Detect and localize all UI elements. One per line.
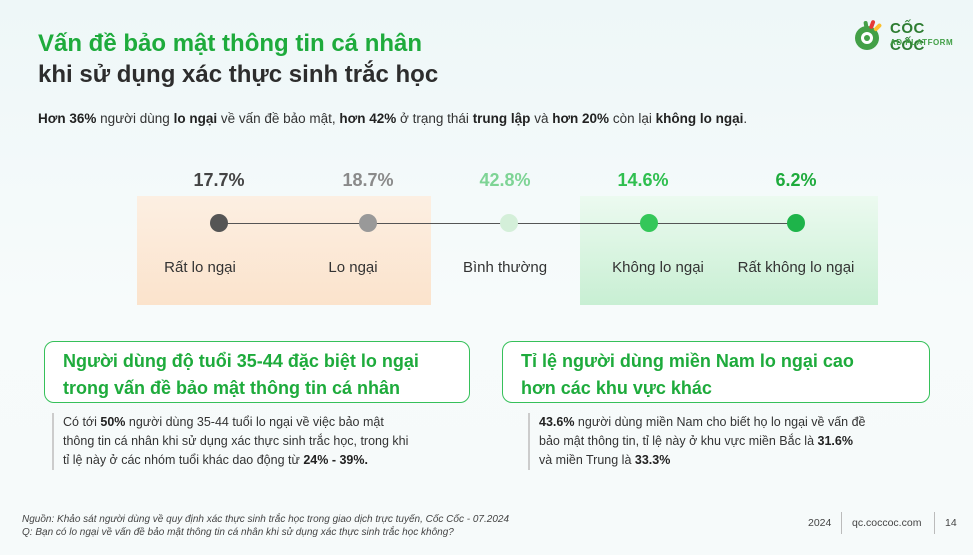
note-text: người dùng 35-44 tuổi lo ngại về việc bả… — [125, 415, 384, 429]
card-title-line: Người dùng độ tuổi 35-44 đặc biệt lo ngạ… — [63, 351, 419, 371]
note-text: bảo mật thông tin, tỉ lệ này ở khu vực m… — [539, 434, 818, 448]
insight-note-age: Có tới 50% người dùng 35-44 tuổi lo ngại… — [52, 413, 463, 470]
scale-label-not-concerned: Không lo ngại — [612, 259, 704, 276]
coccoc-logo-icon — [855, 20, 882, 50]
summary-part: người dùng — [96, 111, 174, 126]
scale-dot-very-concerned — [210, 214, 228, 232]
note-highlight: 43.6% — [539, 415, 575, 429]
scale-dot-not-concerned — [640, 214, 658, 232]
scale-dot-neutral — [500, 214, 518, 232]
concerned-highlight — [137, 196, 431, 305]
footer-year: 2024 — [808, 517, 832, 529]
logo-name: CỐC CỐC — [890, 20, 925, 54]
summary-bold: không lo ngại — [655, 111, 744, 126]
summary-pct-1: Hơn 36% — [38, 111, 97, 126]
note-text: và miền Trung là — [539, 453, 635, 467]
summary-part: còn lại — [609, 111, 656, 126]
summary-text: Hơn 36% người dùng lo ngại về vấn đề bảo… — [38, 111, 747, 126]
scale-dot-concerned — [359, 214, 377, 232]
summary-bold: trung lập — [472, 111, 531, 126]
insight-card-age: Người dùng độ tuổi 35-44 đặc biệt lo ngạ… — [44, 341, 470, 403]
summary-part: ở trạng thái — [396, 111, 473, 126]
scale-label-neutral: Bình thường — [462, 259, 548, 276]
note-highlight: 31.6% — [817, 434, 853, 448]
page-subtitle: khi sử dụng xác thực sinh trắc học — [38, 61, 439, 88]
note-text: Có tới — [63, 415, 101, 429]
scale-pct-not-concerned: 14.6% — [617, 170, 669, 190]
insight-card-age-title: Người dùng độ tuổi 35-44 đặc biệt lo ngạ… — [63, 348, 455, 402]
scale-pct-not-concerned-at-all: 6.2% — [775, 170, 817, 190]
insight-note-region: 43.6% người dùng miền Nam cho biết họ lo… — [528, 413, 929, 470]
scale-label-not-concerned-at-all: Rất không lo ngại — [737, 259, 855, 276]
scale-pct-concerned: 18.7% — [342, 170, 394, 190]
footer-source: Nguồn: Khảo sát người dùng về quy định x… — [22, 513, 509, 539]
note-text: thông tin cá nhân khi sử dụng xác thực s… — [63, 434, 409, 448]
note-text: tỉ lệ này ở các nhóm tuổi khác dao động … — [63, 453, 304, 467]
note-highlight: 24% - 39%. — [303, 453, 368, 467]
scale-dot-not-concerned-at-all — [787, 214, 805, 232]
card-title-line: trong vấn đề bảo mật thông tin cá nhân — [63, 378, 401, 398]
note-highlight: 50% — [100, 415, 126, 429]
summary-pct-3: hơn 20% — [552, 111, 610, 126]
page-number: 14 — [945, 517, 957, 529]
note-text: người dùng miền Nam cho biết họ lo ngại … — [574, 415, 866, 429]
summary-part: . — [743, 111, 748, 126]
scale-pct-very-concerned: 17.7% — [193, 170, 245, 190]
card-title-line: hơn các khu vực khác — [521, 378, 712, 398]
summary-part: về vấn đề bảo mật, — [217, 111, 340, 126]
scale-label-concerned: Lo ngại — [328, 259, 378, 276]
footer-question-line: Q: Bạn có lo ngại về vấn đề bảo mật thôn… — [22, 527, 454, 538]
summary-bold: lo ngại — [173, 111, 218, 126]
note-highlight: 33.3% — [634, 453, 671, 467]
unconcerned-highlight — [580, 196, 878, 305]
footer-url: qc.coccoc.com — [852, 517, 922, 529]
coccoc-logo: CỐC CỐC AD PLATFORM — [852, 18, 962, 54]
insight-card-region-title: Tỉ lệ người dùng miền Nam lo ngại cao hơ… — [521, 348, 915, 402]
card-title-line: Tỉ lệ người dùng miền Nam lo ngại cao — [521, 351, 854, 371]
summary-pct-2: hơn 42% — [339, 111, 397, 126]
page-title: Vấn đề bảo mật thông tin cá nhân — [38, 30, 423, 57]
footer-divider — [934, 512, 935, 534]
footer-divider — [841, 512, 842, 534]
scale-label-very-concerned: Rất lo ngại — [164, 259, 236, 276]
logo-sub: AD PLATFORM — [890, 38, 954, 47]
summary-part: và — [530, 111, 553, 126]
footer-source-line: Nguồn: Khảo sát người dùng về quy định x… — [22, 514, 510, 525]
scale-pct-neutral: 42.8% — [479, 170, 531, 190]
insight-card-region: Tỉ lệ người dùng miền Nam lo ngại cao hơ… — [502, 341, 930, 403]
